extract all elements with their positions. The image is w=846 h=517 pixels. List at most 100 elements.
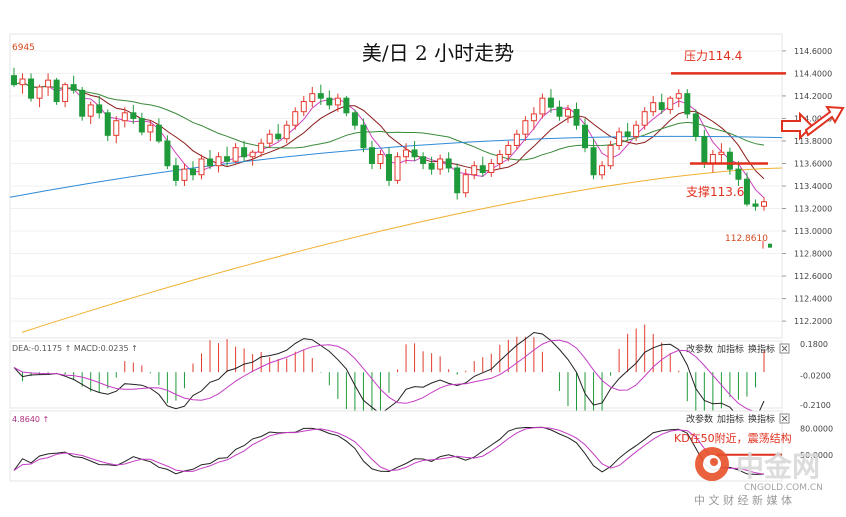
kd-d-line xyxy=(13,426,765,475)
candle xyxy=(155,118,162,144)
candle xyxy=(411,140,418,162)
candle xyxy=(573,102,580,130)
candle xyxy=(692,109,699,141)
kd-annotation: KD在50附近，震荡结构 xyxy=(674,431,792,445)
candle xyxy=(215,152,222,173)
candle xyxy=(445,152,452,173)
candle xyxy=(667,95,674,114)
candle xyxy=(28,73,35,102)
support-label: 支撑113.6 xyxy=(686,184,744,199)
candle xyxy=(428,156,435,175)
candle xyxy=(505,140,512,162)
macd-tick-label: -0.0200 xyxy=(800,371,831,380)
moving-average-line xyxy=(9,135,783,198)
resistance-label: 压力114.4 xyxy=(684,49,742,63)
kd-change-params-button[interactable]: 改参数 xyxy=(686,413,713,425)
price-tick-label: 114.0000 xyxy=(794,114,832,123)
price-tick-label: 114.2000 xyxy=(794,92,832,101)
candle xyxy=(19,73,26,94)
kd-switch-indicator-button[interactable]: 换指标 xyxy=(748,413,775,425)
price-tick-label: 112.8000 xyxy=(794,250,832,259)
direction-arrow-icon xyxy=(781,105,845,141)
candle xyxy=(317,84,324,105)
candle xyxy=(164,135,171,170)
candle xyxy=(462,169,469,198)
macd-close-icon[interactable] xyxy=(779,343,790,354)
macd-dif-line xyxy=(13,331,765,422)
candlesticks xyxy=(11,67,767,211)
price-tick-label: 113.6000 xyxy=(794,159,832,168)
candle xyxy=(45,73,52,96)
kd-tick-label: 80.0000 xyxy=(800,425,833,434)
candle xyxy=(607,140,614,170)
candle xyxy=(11,67,17,87)
candle xyxy=(147,120,154,141)
price-tick-label: 113.8000 xyxy=(794,137,832,146)
candle xyxy=(522,116,529,141)
candle xyxy=(138,112,145,136)
candle xyxy=(266,129,273,148)
macd-header: DEA:-0.1175 ↑ MACD:0.0235 ↑ xyxy=(12,344,138,353)
price-tick-label: 113.2000 xyxy=(794,205,832,214)
candle xyxy=(547,89,554,113)
candle xyxy=(403,143,410,164)
price-tick-label: 112.6000 xyxy=(794,272,832,281)
candle xyxy=(454,163,461,200)
candle xyxy=(87,101,94,125)
candle xyxy=(300,95,307,117)
candle xyxy=(207,149,214,170)
price-tick-label: 113.4000 xyxy=(794,182,832,191)
candle xyxy=(471,161,478,180)
macd-tick-label: 0.1800 xyxy=(800,340,828,349)
candle xyxy=(181,163,188,186)
candle xyxy=(377,149,384,170)
candle xyxy=(283,120,290,144)
candle xyxy=(258,138,265,157)
candle xyxy=(198,154,205,180)
macd-switch-indicator-button[interactable]: 换指标 xyxy=(748,343,775,355)
candle xyxy=(582,118,589,153)
candle xyxy=(761,197,767,211)
watermark-tagline: 中 文 财 经 新 媒 体 xyxy=(694,493,792,507)
candle xyxy=(189,161,196,181)
candle xyxy=(309,86,316,108)
moving-average-line xyxy=(13,81,765,180)
main-grid xyxy=(10,50,782,322)
candle xyxy=(633,120,640,141)
candle xyxy=(79,86,86,121)
candle xyxy=(275,124,282,141)
macd-add-indicator-button[interactable]: 加指标 xyxy=(717,343,744,355)
candle xyxy=(718,143,725,164)
candle xyxy=(650,95,657,117)
kd-add-indicator-button[interactable]: 加指标 xyxy=(717,413,744,425)
macd-change-params-button[interactable]: 改参数 xyxy=(686,343,713,355)
candle xyxy=(743,172,750,207)
price-tick-label: 113.0000 xyxy=(794,227,832,236)
latest-price-label: 112.8610 xyxy=(725,234,768,244)
candle xyxy=(130,104,137,125)
latest-candle xyxy=(768,243,772,248)
candle xyxy=(735,161,742,186)
candle xyxy=(496,149,503,168)
candle xyxy=(62,82,69,108)
watermark-brand: 中金网 xyxy=(736,450,820,483)
candle xyxy=(241,140,248,162)
candle xyxy=(249,149,256,166)
kd-tick-label: 50.0000 xyxy=(800,451,833,460)
top-left-value: 6945 xyxy=(12,43,35,53)
price-tick-label: 114.4000 xyxy=(794,69,832,78)
candle xyxy=(292,107,299,130)
candle xyxy=(556,100,563,121)
candle xyxy=(394,152,401,184)
price-tick-label: 112.4000 xyxy=(794,295,832,304)
candle xyxy=(437,154,444,175)
candle xyxy=(113,116,120,144)
candle xyxy=(641,107,648,130)
watermark-url: CNGOLD.COM.CN xyxy=(744,483,823,493)
candle xyxy=(232,143,239,164)
candle xyxy=(684,89,691,119)
candle xyxy=(386,147,392,186)
candle xyxy=(488,158,495,177)
kd-k-line xyxy=(13,426,765,475)
kd-close-icon[interactable] xyxy=(779,413,790,424)
